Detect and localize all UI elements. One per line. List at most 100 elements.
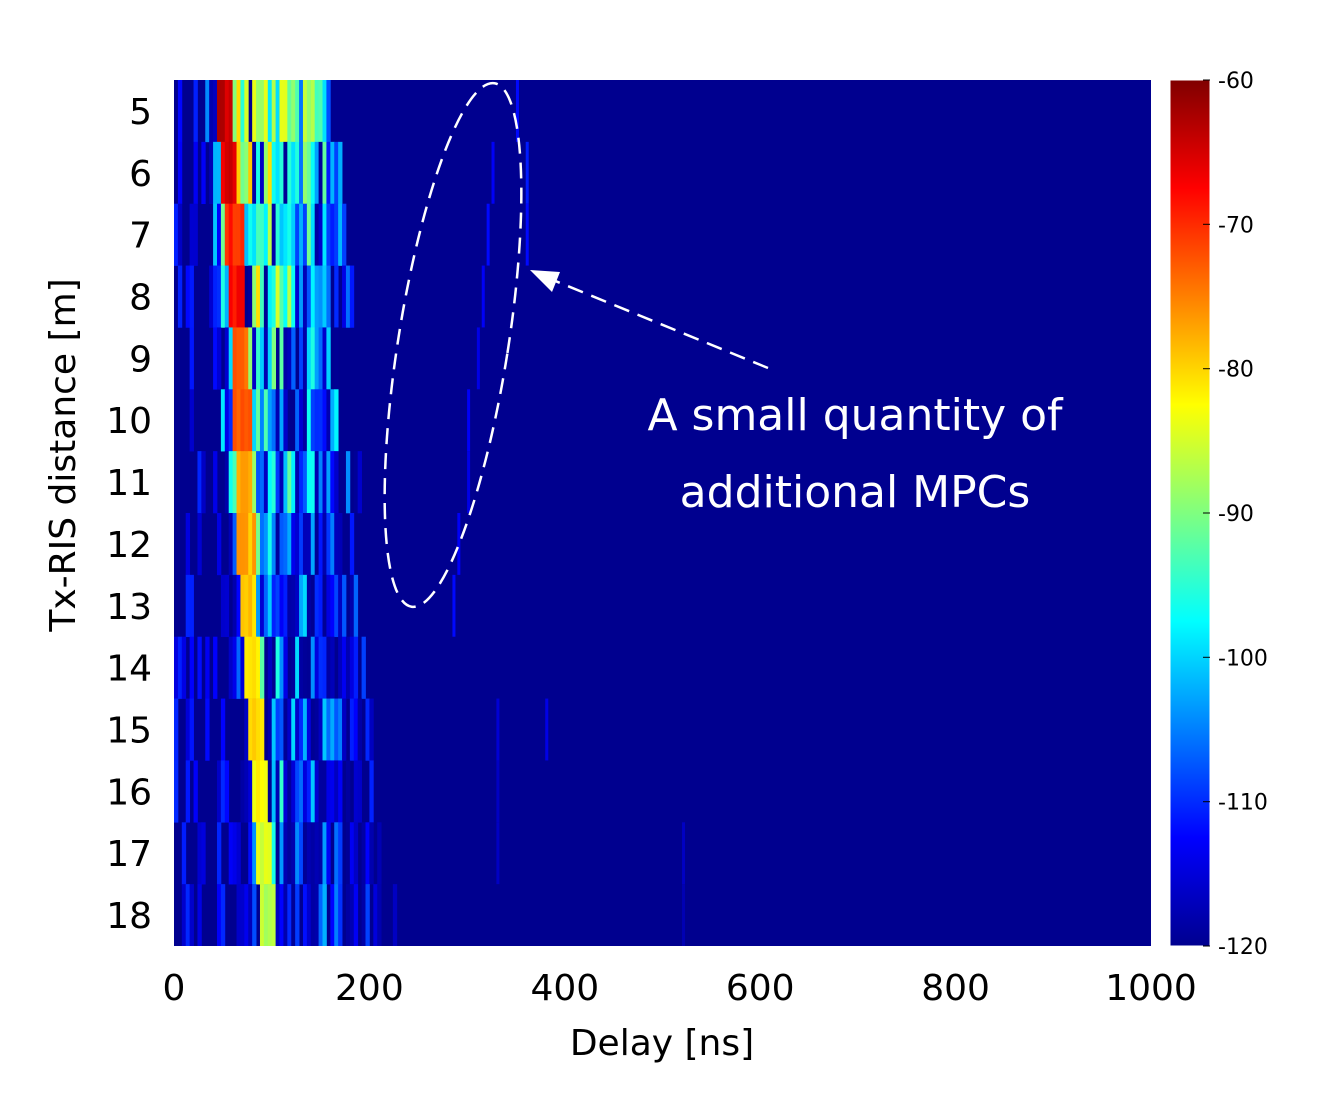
heatmap-cell (252, 265, 257, 328)
heatmap-cell (244, 884, 249, 946)
colorbar-tick-label: -70 (1218, 213, 1254, 238)
heatmap-cell (189, 698, 194, 761)
heatmap-cell (318, 389, 323, 452)
heatmap-cell (209, 265, 214, 328)
heatmap-cell (271, 327, 277, 390)
heatmap-cell (357, 760, 362, 823)
heatmap-cell (256, 451, 261, 514)
heatmap-cell (330, 884, 335, 946)
heatmap-cell (283, 884, 288, 946)
heatmap-cell (193, 203, 198, 266)
heatmap-cell (287, 513, 292, 576)
heatmap-cell (236, 203, 241, 266)
heatmap-cell (338, 574, 343, 638)
heatmap-cell (177, 203, 183, 266)
heatmap-cell (283, 451, 288, 514)
heatmap-cell (216, 760, 222, 823)
heatmap-cell (283, 203, 288, 266)
heatmap-cell (291, 760, 296, 823)
heatmap-cell (252, 327, 257, 390)
heatmap-cell (295, 698, 300, 761)
heatmap-cell (263, 327, 269, 390)
heatmap-cell (349, 884, 355, 946)
heatmap-cell (295, 451, 300, 514)
heatmap-cell (342, 265, 347, 328)
heatmap-cell (299, 822, 304, 885)
x-tick-label: 400 (530, 968, 599, 1009)
heatmap-cell (287, 327, 292, 390)
heatmap-cell (236, 141, 241, 205)
heatmap-cell (275, 574, 280, 638)
heatmap-cell (342, 698, 347, 761)
heatmap-cell (318, 265, 323, 328)
heatmap-cell (256, 636, 261, 699)
heatmap-cell (185, 884, 191, 946)
heatmap-cell (302, 698, 308, 761)
heatmap-cell (275, 389, 280, 452)
heatmap-cell (357, 451, 362, 514)
heatmap-cell (267, 141, 273, 205)
heatmap-cell (353, 451, 359, 514)
heatmap-cell (330, 389, 335, 452)
heatmap-cell (299, 265, 304, 328)
heatmap-cell (295, 574, 300, 638)
heatmap-cell (263, 389, 269, 452)
mpc-cell (476, 327, 480, 390)
annotation-line-2: additional MPCs (680, 467, 1031, 518)
mpc-cell (682, 884, 686, 946)
heatmap-cell (369, 822, 374, 885)
heatmap-cell (314, 698, 319, 761)
colorbar-tick-label: -110 (1218, 791, 1268, 816)
heatmap-cell (244, 141, 249, 205)
heatmap-cell (267, 203, 273, 266)
mpc-cell (467, 451, 471, 513)
heatmap-cell (271, 141, 277, 205)
y-tick-label: 18 (106, 896, 152, 937)
heatmap-cell (302, 822, 308, 885)
heatmap-cell (299, 80, 304, 143)
heatmap-cell (302, 141, 308, 205)
heatmap-cell (216, 884, 222, 946)
heatmap-cell (306, 513, 312, 576)
heatmap-cell (338, 636, 343, 699)
heatmap-cell (267, 636, 273, 699)
heatmap-cell (279, 884, 284, 946)
heatmap-cell (209, 141, 214, 205)
heatmap-cell (232, 389, 237, 452)
heatmap-cell (322, 141, 327, 205)
heatmap-cell (220, 884, 226, 946)
heatmap-cell (181, 822, 187, 885)
heatmap-cell (314, 80, 319, 143)
heatmap-cell (306, 141, 312, 205)
heatmap-cell (299, 141, 304, 205)
heatmap-cell (334, 513, 339, 576)
heatmap-cell (345, 451, 351, 514)
heatmap-cell (267, 389, 273, 452)
heatmap-cell (177, 80, 183, 143)
heatmap-cell (220, 265, 226, 328)
colorbar-tick-label: -120 (1218, 935, 1268, 960)
y-tick-label: 9 (129, 339, 152, 380)
heatmap-cell (310, 141, 316, 205)
heatmap-cell (267, 574, 273, 638)
heatmap-cell (345, 636, 351, 699)
heatmap-cell (302, 513, 308, 576)
heatmap-cell (322, 327, 327, 390)
heatmap-cell (279, 513, 284, 576)
heatmap-cell (232, 265, 237, 328)
heatmap-cell (259, 203, 265, 266)
heatmap-cell (326, 451, 331, 514)
heatmap-cell (299, 327, 304, 390)
heatmap-cell (263, 884, 269, 946)
heatmap-cell (310, 203, 316, 266)
heatmap-cell (271, 574, 277, 638)
heatmap-cell (224, 760, 230, 823)
annotation-arrow-line (547, 276, 769, 370)
heatmap-cell (279, 203, 284, 266)
heatmap-cell (216, 822, 222, 885)
colorbar-tick-label: -90 (1218, 502, 1254, 527)
mpc-cell (457, 513, 461, 575)
heatmap-cell (299, 698, 304, 761)
heatmap-cell (279, 822, 284, 885)
heatmap-cell (263, 451, 269, 514)
